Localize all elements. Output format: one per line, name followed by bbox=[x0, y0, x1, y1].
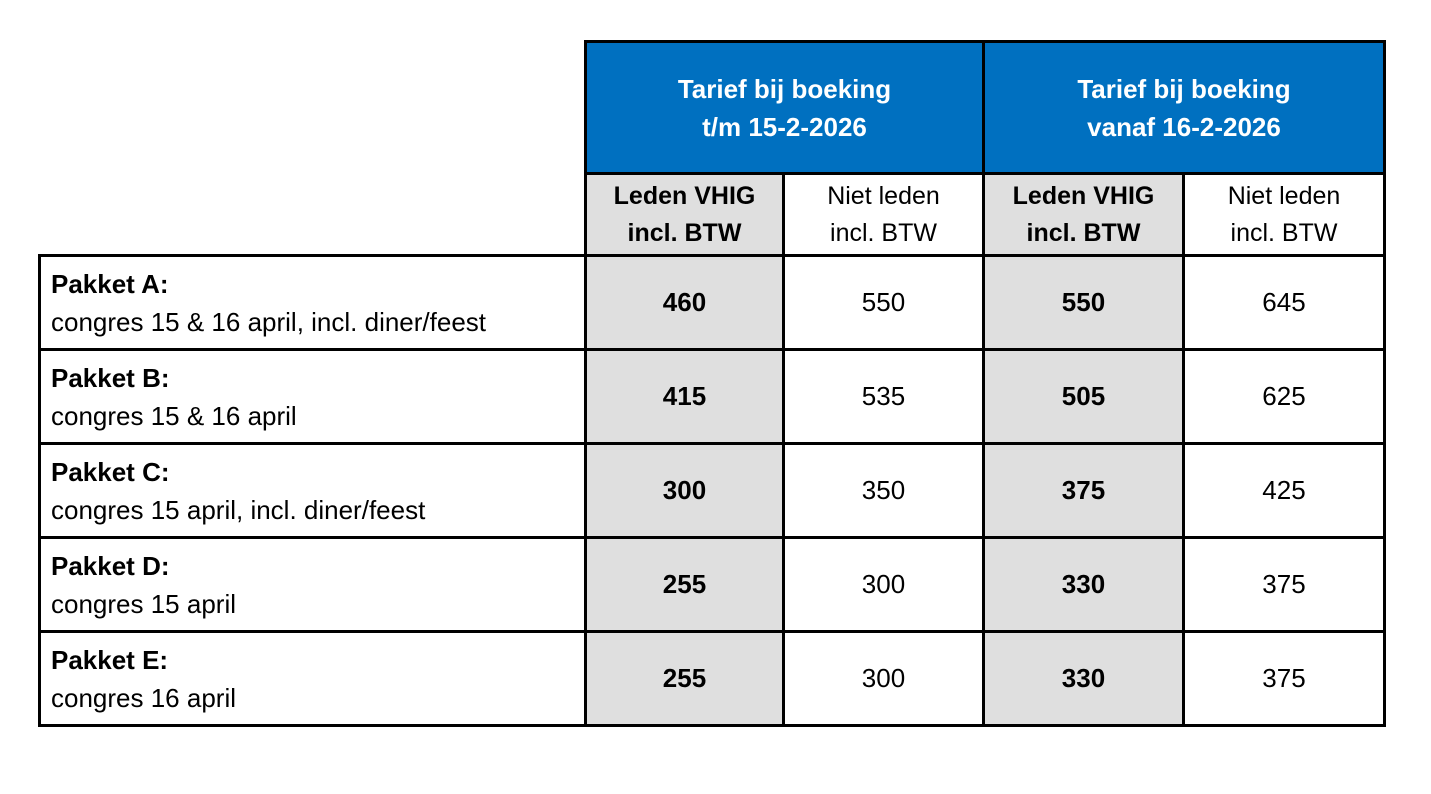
package-name: Pakket D: bbox=[51, 550, 170, 581]
nonmembers-late-line2: incl. BTW bbox=[1230, 218, 1338, 247]
booking-period-header-row: Tarief bij boeking t/m 15-2-2026 Tarief … bbox=[40, 40, 1386, 175]
table-row-pakket-e: Pakket E: congres 16 april 255 300 330 3… bbox=[38, 630, 1386, 727]
column-header-nonmembers-late: Niet leden incl. BTW bbox=[1182, 172, 1386, 257]
package-description: congres 15 april bbox=[51, 588, 236, 619]
price-members-early: 255 bbox=[584, 536, 785, 633]
price-nonmembers-early: 300 bbox=[782, 630, 985, 727]
pricing-table: Tarief bij boeking t/m 15-2-2026 Tarief … bbox=[38, 40, 1386, 727]
table-row-pakket-b: Pakket B: congres 15 & 16 april 415 535 … bbox=[38, 348, 1386, 445]
package-description: congres 15 april, incl. diner/feest bbox=[51, 494, 426, 525]
package-description-cell: Pakket A: congres 15 & 16 april, incl. d… bbox=[38, 254, 587, 351]
package-name: Pakket C: bbox=[51, 456, 170, 487]
nonmembers-early-line1: Niet leden bbox=[827, 181, 940, 210]
column-header-nonmembers-early: Niet leden incl. BTW bbox=[782, 172, 985, 257]
price-members-late: 375 bbox=[982, 442, 1185, 539]
price-nonmembers-early: 300 bbox=[782, 536, 985, 633]
table-row-pakket-a: Pakket A: congres 15 & 16 april, incl. d… bbox=[38, 254, 1386, 351]
package-description: congres 16 april bbox=[51, 682, 236, 713]
price-members-early: 300 bbox=[584, 442, 785, 539]
package-description-cell: Pakket C: congres 15 april, incl. diner/… bbox=[38, 442, 587, 539]
price-members-early: 460 bbox=[584, 254, 785, 351]
members-late-line2: incl. BTW bbox=[1026, 218, 1141, 247]
nonmembers-early-line2: incl. BTW bbox=[830, 218, 937, 247]
column-header-members-late: Leden VHIG incl. BTW bbox=[982, 172, 1185, 257]
package-name: Pakket B: bbox=[51, 362, 170, 393]
top-left-spacer bbox=[40, 42, 586, 174]
members-early-line1: Leden VHIG bbox=[613, 181, 756, 210]
package-name: Pakket E: bbox=[51, 644, 169, 675]
table-row-pakket-c: Pakket C: congres 15 april, incl. diner/… bbox=[38, 442, 1386, 539]
booking-period-late-line2: vanaf 16-2-2026 bbox=[1087, 111, 1281, 142]
members-late-line1: Leden VHIG bbox=[1012, 181, 1155, 210]
package-description: congres 15 & 16 april, incl. diner/feest bbox=[51, 306, 487, 337]
booking-period-late-header: Tarief bij boeking vanaf 16-2-2026 bbox=[982, 40, 1386, 175]
booking-period-late-line1: Tarief bij boeking bbox=[1077, 73, 1291, 104]
column-header-members-early: Leden VHIG incl. BTW bbox=[584, 172, 785, 257]
price-members-late: 330 bbox=[982, 536, 1185, 633]
price-nonmembers-early: 550 bbox=[782, 254, 985, 351]
price-members-late: 550 bbox=[982, 254, 1185, 351]
price-nonmembers-late: 375 bbox=[1182, 630, 1386, 727]
sub-left-spacer bbox=[40, 174, 586, 256]
membership-header-row: Leden VHIG incl. BTW Niet leden incl. BT… bbox=[40, 172, 1386, 257]
price-members-early: 415 bbox=[584, 348, 785, 445]
table-row-pakket-d: Pakket D: congres 15 april 255 300 330 3… bbox=[38, 536, 1386, 633]
price-nonmembers-late: 625 bbox=[1182, 348, 1386, 445]
price-nonmembers-early: 350 bbox=[782, 442, 985, 539]
members-early-line2: incl. BTW bbox=[627, 218, 742, 247]
price-nonmembers-late: 645 bbox=[1182, 254, 1386, 351]
package-description: congres 15 & 16 april bbox=[51, 400, 297, 431]
package-description-cell: Pakket D: congres 15 april bbox=[38, 536, 587, 633]
booking-period-early-line2: t/m 15-2-2026 bbox=[702, 111, 867, 142]
package-name: Pakket A: bbox=[51, 268, 169, 299]
booking-period-early-header: Tarief bij boeking t/m 15-2-2026 bbox=[584, 40, 985, 175]
price-members-early: 255 bbox=[584, 630, 785, 727]
package-description-cell: Pakket B: congres 15 & 16 april bbox=[38, 348, 587, 445]
price-members-late: 505 bbox=[982, 348, 1185, 445]
price-nonmembers-late: 375 bbox=[1182, 536, 1386, 633]
nonmembers-late-line1: Niet leden bbox=[1227, 181, 1341, 210]
booking-period-early-line1: Tarief bij boeking bbox=[677, 73, 892, 104]
price-nonmembers-early: 535 bbox=[782, 348, 985, 445]
price-nonmembers-late: 425 bbox=[1182, 442, 1386, 539]
price-members-late: 330 bbox=[982, 630, 1185, 727]
package-description-cell: Pakket E: congres 16 april bbox=[38, 630, 587, 727]
